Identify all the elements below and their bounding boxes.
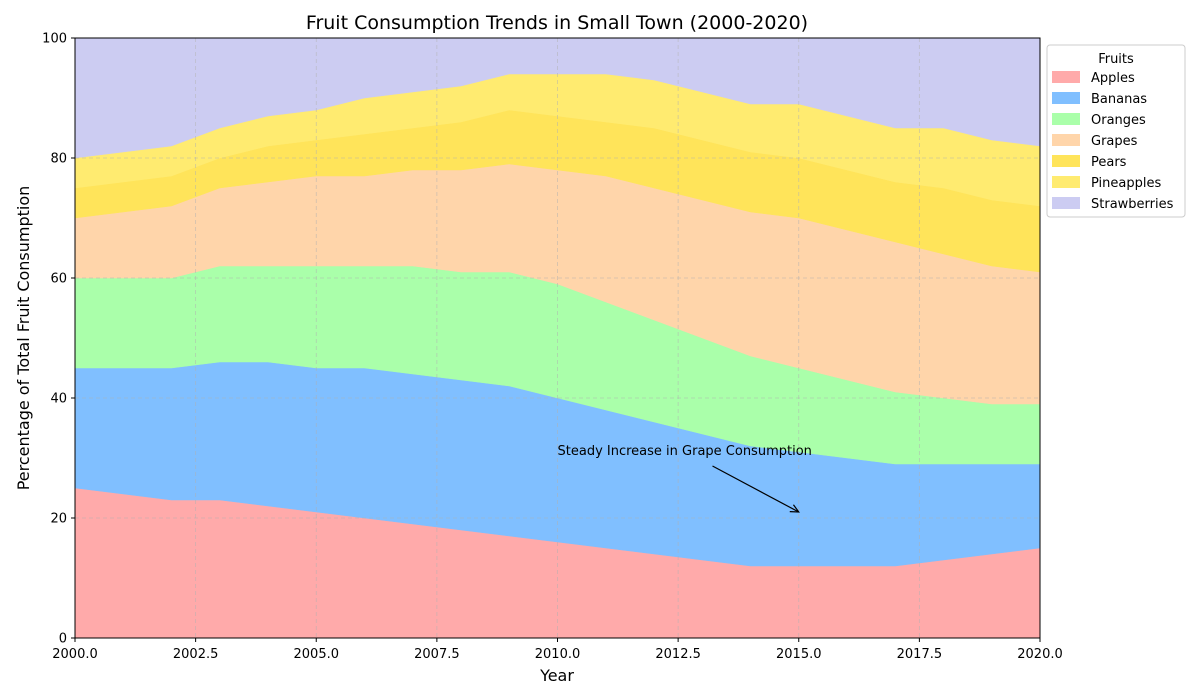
x-tick-label: 2010.0 — [535, 647, 581, 662]
legend-label-grapes: Grapes — [1091, 134, 1138, 149]
legend-swatch-pears — [1052, 155, 1080, 167]
areas-layer — [74, 37, 1041, 639]
y-tick-label: 20 — [50, 512, 67, 527]
ticks-layer: 2000.0 2002.5 2005.0 2007.5 2010.0 2012.5 2015… — [42, 32, 1063, 663]
legend-title: Fruits — [1098, 52, 1134, 67]
x-tick-label: 2020.0 — [1017, 647, 1063, 662]
annotation-text: Steady Increase in Grape Consumption — [558, 444, 812, 459]
legend-box — [1046, 44, 1186, 218]
legend-swatch-strawberries — [1052, 197, 1080, 209]
y-tick-label: 0 — [59, 632, 67, 647]
legend-swatch-apples — [1052, 71, 1080, 83]
legend-label-bananas: Bananas — [1091, 92, 1147, 107]
x-tick-label: 2015.0 — [776, 647, 822, 662]
chart-title: Fruit Consumption Trends in Small Town (… — [306, 12, 808, 34]
legend-swatch-bananas — [1052, 92, 1080, 104]
x-tick-label: 2012.5 — [655, 647, 701, 662]
legend-label-oranges: Oranges — [1091, 113, 1146, 128]
x-tick-label: 2005.0 — [294, 647, 340, 662]
annotation-layer: Steady Increase in Grape Consumption — [558, 444, 812, 513]
legend: Fruits Apples Bananas Oranges Grapes Pears Pi… — [1046, 44, 1186, 218]
legend-swatch-grapes — [1052, 134, 1080, 146]
annotation-arrow-head — [789, 504, 800, 513]
y-tick-label: 60 — [50, 272, 67, 287]
x-tick-label: 2007.5 — [414, 647, 460, 662]
x-tick-label: 2002.5 — [173, 647, 219, 662]
legend-label-strawberries: Strawberries — [1091, 197, 1174, 212]
y-tick-label: 100 — [42, 32, 67, 47]
x-tick-label: 2000.0 — [52, 647, 98, 662]
legend-swatch-pineapples — [1052, 176, 1080, 188]
legend-label-apples: Apples — [1091, 71, 1135, 86]
y-tick-label: 80 — [50, 152, 67, 167]
legend-swatch-oranges — [1052, 113, 1080, 125]
legend-items: Apples Bananas Oranges Grapes Pears Pineapple… — [1052, 71, 1174, 212]
x-axis-title: Year — [539, 666, 574, 685]
y-axis-title: Percentage of Total Fruit Consumption — [14, 186, 33, 491]
annotation-arrow-line — [712, 465, 800, 513]
x-tick-label: 2017.5 — [897, 647, 943, 662]
y-tick-label: 40 — [50, 392, 67, 407]
legend-label-pears: Pears — [1091, 155, 1127, 170]
legend-label-pineapples: Pineapples — [1091, 176, 1161, 191]
